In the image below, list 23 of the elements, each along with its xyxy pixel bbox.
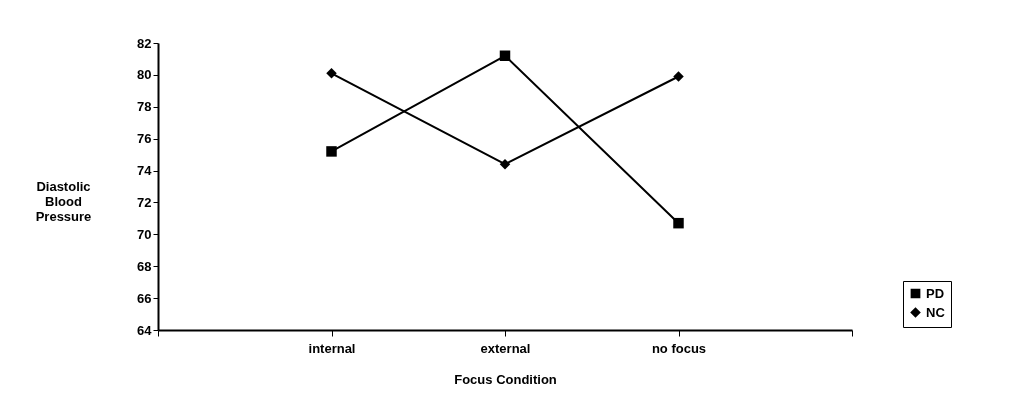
x-tick-label: no focus [651,340,707,356]
point [499,50,511,61]
point [326,146,337,157]
x-axis-title: Focus Condition [454,371,557,387]
y-tick-label: 78 [137,99,152,115]
legend-label: PD [926,285,945,301]
y-tick-label: 68 [137,258,152,274]
y-tick-label: 72 [137,194,152,210]
point [673,217,684,229]
y-axis-title: Diastolic Blood Pressure [35,178,92,224]
point [499,158,511,170]
legend-label: NC [926,304,946,320]
y-tick-label: 80 [137,67,152,83]
point [673,71,684,82]
x-tick-label: internal [308,340,356,356]
y-tick-label: 70 [137,226,152,242]
y-tick-label: 66 [137,290,152,306]
y-tick-label: 74 [137,163,153,179]
y-tick-label: 82 [137,35,152,51]
y-tick-label: 64 [137,322,153,338]
x-tick-label: external [480,340,531,356]
y-tick-label: 76 [137,131,152,147]
point [326,68,337,79]
